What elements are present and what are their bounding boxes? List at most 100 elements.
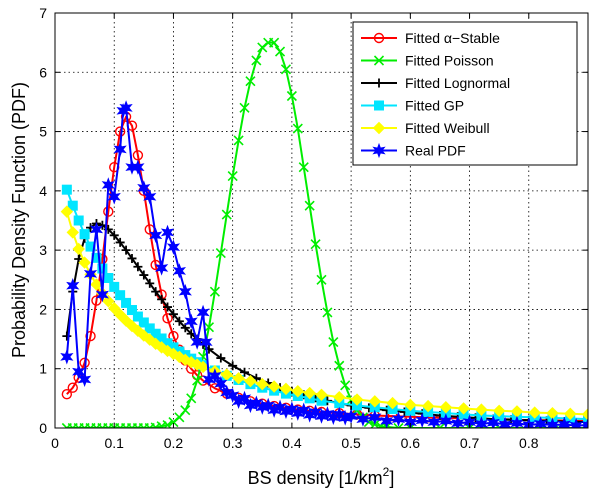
x-tick-label: 0.8 bbox=[519, 435, 539, 451]
data-point bbox=[144, 323, 155, 334]
x-tick-label: 0.1 bbox=[104, 435, 124, 451]
data-point bbox=[274, 46, 286, 57]
data-point bbox=[215, 248, 226, 259]
data-point bbox=[564, 407, 577, 420]
data-point bbox=[73, 215, 84, 226]
data-point bbox=[208, 368, 222, 384]
data-point bbox=[160, 224, 175, 241]
data-point bbox=[186, 393, 197, 404]
data-point bbox=[109, 230, 119, 240]
data-point bbox=[439, 413, 453, 428]
data-point bbox=[583, 414, 588, 425]
data-point bbox=[221, 209, 232, 220]
y-axis-title: Probability Density Function (PDF) bbox=[9, 82, 29, 358]
legend-marker bbox=[374, 78, 384, 88]
data-point bbox=[67, 200, 78, 211]
data-point bbox=[185, 355, 198, 369]
data-point bbox=[109, 281, 120, 292]
data-point bbox=[131, 159, 145, 175]
data-point bbox=[297, 402, 311, 418]
series-layer bbox=[60, 37, 588, 428]
data-point bbox=[79, 229, 90, 240]
data-point bbox=[61, 184, 72, 195]
x-tick-label: 0.4 bbox=[282, 435, 302, 451]
data-point bbox=[149, 227, 163, 243]
data-point bbox=[356, 411, 370, 427]
data-point bbox=[107, 189, 121, 205]
data-point bbox=[322, 307, 333, 318]
data-point bbox=[315, 388, 328, 402]
data-point bbox=[474, 416, 489, 428]
data-point bbox=[457, 402, 470, 415]
data-point bbox=[391, 411, 406, 427]
data-point bbox=[115, 237, 125, 247]
data-point bbox=[328, 336, 339, 348]
data-point bbox=[228, 361, 238, 371]
data-point bbox=[91, 295, 102, 306]
data-point bbox=[279, 382, 293, 396]
data-point bbox=[78, 256, 91, 269]
x-tick-label: 0.3 bbox=[223, 435, 243, 451]
data-point bbox=[115, 290, 126, 301]
data-point bbox=[174, 316, 184, 326]
data-point bbox=[581, 408, 588, 421]
data-point bbox=[533, 416, 548, 428]
legend-marker bbox=[373, 55, 385, 66]
data-point bbox=[138, 317, 149, 328]
legend-marker bbox=[373, 32, 385, 44]
data-point bbox=[245, 76, 256, 87]
data-point bbox=[209, 286, 220, 297]
y-tick-label: 2 bbox=[39, 301, 47, 317]
data-point bbox=[261, 397, 275, 414]
data-point bbox=[316, 274, 327, 285]
data-point bbox=[285, 401, 299, 417]
data-point bbox=[172, 263, 187, 279]
data-point bbox=[174, 412, 185, 423]
data-point bbox=[244, 374, 257, 388]
data-point bbox=[298, 162, 309, 173]
data-point bbox=[256, 377, 269, 391]
legend-item: Fitted Weibull bbox=[361, 120, 490, 136]
data-point bbox=[125, 319, 139, 333]
data-point bbox=[203, 322, 215, 333]
data-point bbox=[143, 333, 156, 346]
y-tick-label: 7 bbox=[39, 5, 47, 21]
data-point bbox=[67, 382, 78, 393]
data-point bbox=[162, 419, 173, 428]
data-point bbox=[145, 278, 155, 288]
data-point bbox=[368, 409, 382, 425]
data-point bbox=[72, 364, 86, 380]
data-point bbox=[226, 387, 240, 404]
data-point bbox=[344, 408, 358, 424]
data-point bbox=[151, 287, 161, 297]
data-point bbox=[475, 403, 488, 416]
data-point bbox=[286, 90, 297, 102]
y-tick-label: 4 bbox=[39, 183, 47, 199]
data-point bbox=[192, 375, 203, 386]
data-point bbox=[333, 390, 346, 404]
data-point bbox=[269, 37, 280, 48]
x-axis-title-main: BS density [1/km bbox=[248, 468, 383, 488]
data-point bbox=[103, 206, 114, 217]
legend-item: Fitted Lognormal bbox=[361, 75, 510, 91]
legend-item: Real PDF bbox=[361, 143, 466, 159]
data-point bbox=[216, 353, 226, 363]
legend: Fitted α−Stable Fitted Poisson Fitted Logn… bbox=[352, 21, 578, 166]
data-point bbox=[404, 398, 417, 412]
data-point bbox=[121, 297, 132, 308]
data-point bbox=[251, 55, 262, 66]
x-axis-title: BS density [1/km2] bbox=[248, 465, 395, 488]
data-point bbox=[393, 422, 404, 428]
data-point bbox=[103, 273, 114, 284]
x-tick-label: 0.6 bbox=[401, 435, 421, 451]
x-tick-label: 0.7 bbox=[460, 435, 480, 451]
data-point bbox=[498, 416, 512, 428]
legend-label: Fitted Weibull bbox=[405, 120, 490, 136]
data-point bbox=[196, 304, 210, 321]
data-point bbox=[439, 401, 453, 414]
data-point bbox=[486, 415, 500, 428]
data-point bbox=[310, 239, 321, 250]
data-point bbox=[196, 360, 210, 374]
data-point bbox=[168, 417, 179, 428]
